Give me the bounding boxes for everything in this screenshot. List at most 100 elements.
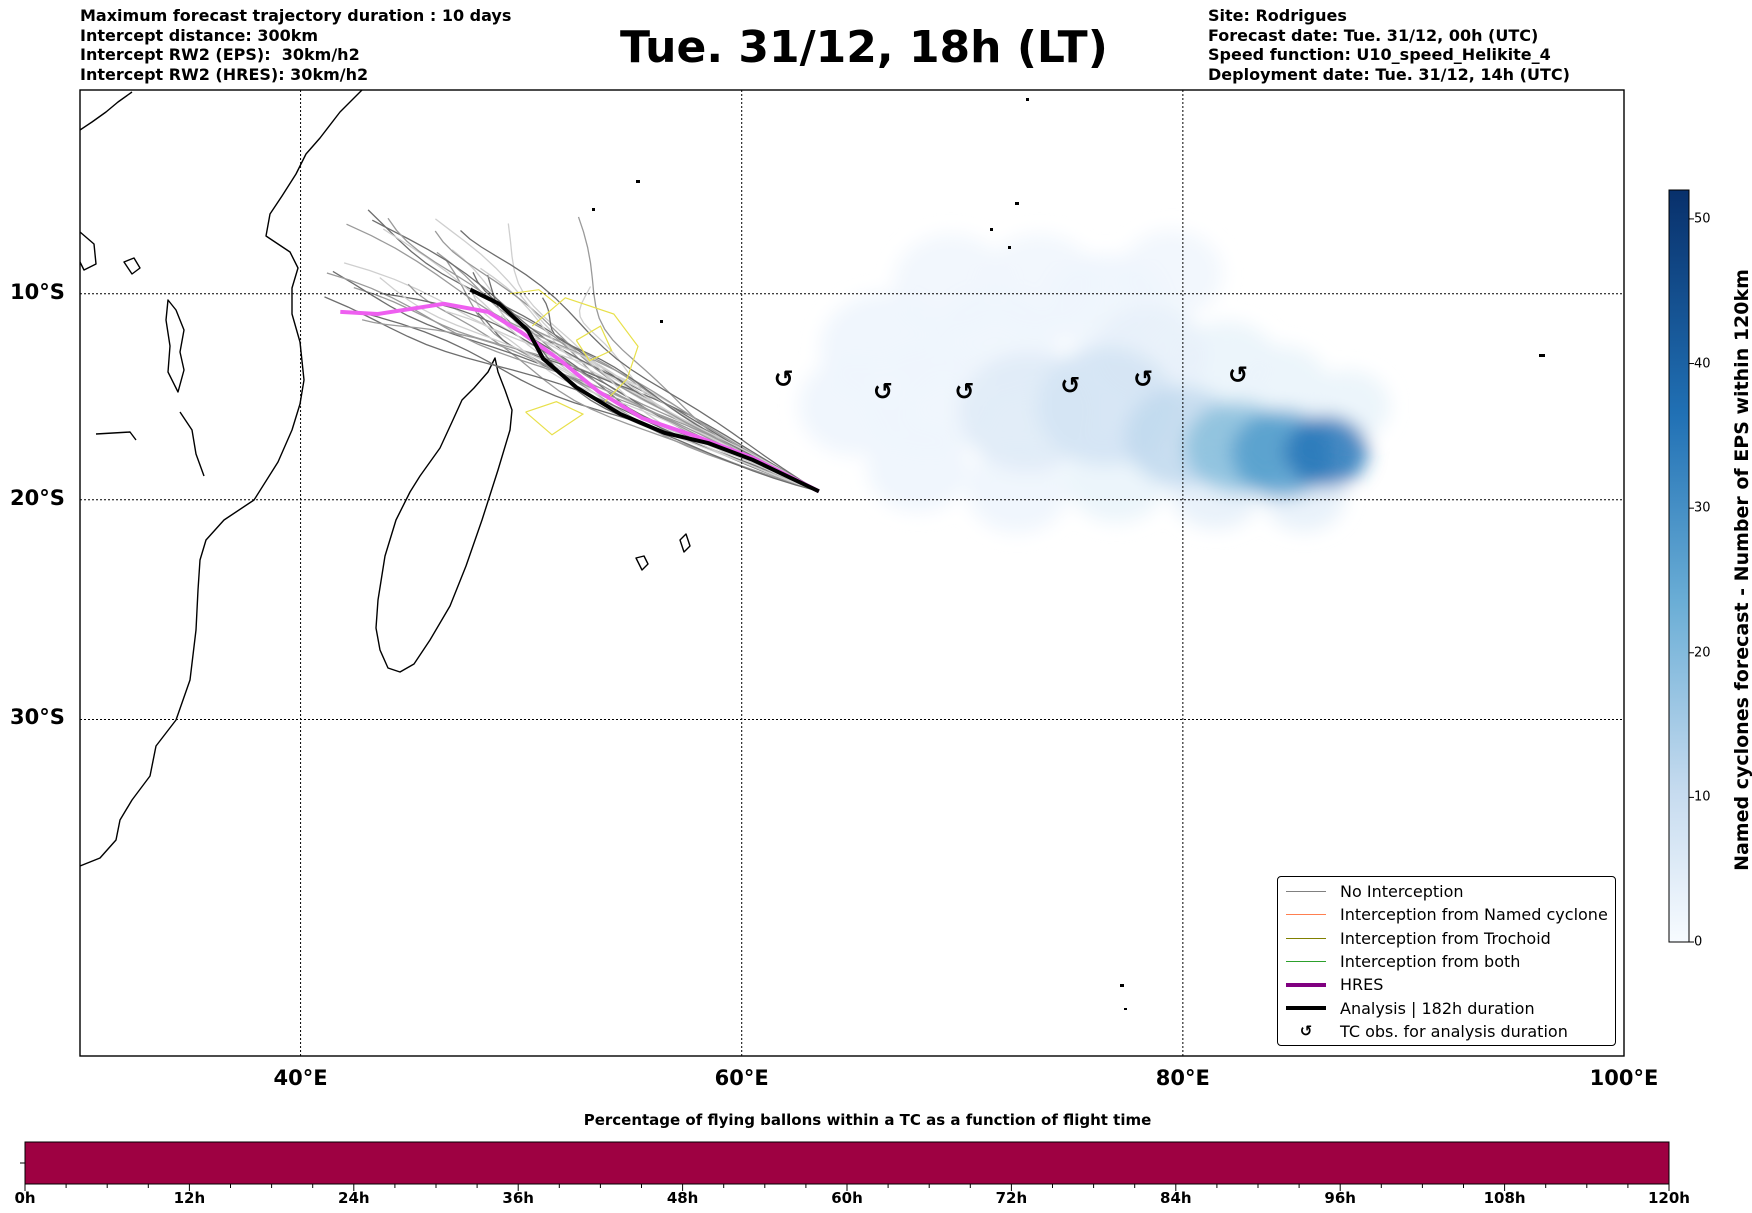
trochoid-trajectory: [531, 297, 639, 403]
red-sea-island: [80, 231, 97, 271]
legend-label: Interception from Trochoid: [1340, 928, 1551, 948]
site-text: Site: Rodrigues: [1208, 6, 1347, 25]
tc-obs-marker: ↺: [1228, 361, 1248, 389]
flight-time-bar: [24, 1141, 1670, 1185]
eps-trajectory: [354, 310, 820, 492]
intercept-distance-text: Intercept distance: 300km: [80, 25, 319, 45]
colorbar-ticks: [1689, 218, 1694, 943]
small-islands: [592, 98, 1545, 1010]
tc-obs-marker: ↺: [954, 377, 974, 405]
eps-trajectory: [507, 223, 820, 492]
flight-bar-title: Percentage of flying ballons within a TC…: [583, 1111, 1152, 1129]
africa-north-coast: [80, 91, 133, 131]
longitude-label: 60°E: [714, 1066, 769, 1090]
legend-item: Interception from both: [1278, 950, 1615, 973]
comoros-island: [123, 257, 141, 275]
legend-item: Interception from Named cyclone: [1278, 903, 1615, 926]
colorbar-gradient: [1668, 189, 1690, 943]
intercept-eps-text: Intercept RW2 (EPS): 30km/h2: [80, 45, 360, 64]
cyclone-density-cell: [1284, 415, 1368, 488]
longitude-label: 40°E: [273, 1066, 328, 1090]
flight-bar-tick-label: 36h: [502, 1189, 534, 1207]
deployment-date-text: Deployment date: Tue. 31/12, 14h (UTC): [1208, 64, 1570, 84]
flight-bar-tick-label: 24h: [338, 1189, 370, 1207]
eps-trajectory: [460, 230, 820, 492]
longitude-label: 100°E: [1589, 1066, 1659, 1090]
cyclone-density-layer: [798, 229, 1390, 533]
eps-trajectory: [541, 297, 820, 492]
tc-obs-marker: ↺: [1133, 365, 1153, 393]
flight-bar-tick-label: 60h: [831, 1189, 863, 1207]
cyclone-density-cell: [867, 424, 970, 512]
coastlines: [80, 90, 691, 867]
tc-obs-marker: ↺: [774, 365, 794, 393]
colorbar-tick-label: 30: [1694, 500, 1711, 516]
analysis-track: [469, 287, 820, 494]
eps-trajectory: [367, 209, 820, 492]
eps-trajectory: [379, 292, 820, 492]
tc-obs-marker: ↺: [873, 377, 893, 405]
legend-line-swatch: [1286, 891, 1326, 893]
eps-trajectory: [435, 218, 820, 492]
max-duration-text: Maximum forecast trajectory duration : 1…: [80, 6, 512, 25]
eps-trajectories: [324, 209, 820, 492]
flight-bar-tick-label: 108h: [1483, 1189, 1526, 1207]
legend-label: Analysis | 182h duration: [1340, 998, 1535, 1018]
legend-item: HRES: [1278, 973, 1615, 996]
pemba-island: [165, 299, 185, 393]
legend-item: Interception from Trochoid: [1278, 927, 1615, 950]
latitude-label: 10°S: [10, 279, 65, 304]
tc-obs-legend-icon: ↺: [1299, 1022, 1313, 1041]
latitude-label: 30°S: [10, 705, 65, 730]
cyclone-density-cell: [1235, 345, 1329, 425]
flight-bar-tick-label: 96h: [1324, 1189, 1356, 1207]
legend-line-swatch: [1286, 1006, 1326, 1011]
trochoid-trajectory: [510, 289, 557, 305]
map-plot-area: ↺ ↺ ↺ ↺ ↺ ↺: [80, 90, 1624, 1056]
flight-bar-tick-label: 0h: [14, 1189, 36, 1207]
header-right: Site: Rodrigues Forecast date: Tue. 31/1…: [1208, 6, 1570, 84]
trochoid-trajectories: [510, 289, 639, 436]
legend-item: Analysis | 182h duration: [1278, 996, 1615, 1019]
colorbar-tick-label: 10: [1694, 789, 1711, 805]
colorbar-tick-label: 40: [1694, 356, 1711, 372]
reunion-island: [679, 533, 691, 553]
intercept-hres-text: Intercept RW2 (HRES): 30km/h2: [80, 64, 369, 84]
map-legend: No Interception Interception from Named c…: [1277, 876, 1616, 1046]
legend-line-swatch: [1286, 961, 1326, 963]
legend-item: No Interception: [1278, 880, 1615, 903]
legend-label: HRES: [1340, 975, 1384, 995]
colorbar-tick-label: 0: [1694, 934, 1703, 950]
madagascar-coast: [375, 357, 513, 673]
flight-time-ticks: [24, 1184, 1670, 1191]
legend-line-swatch: [1286, 937, 1326, 939]
colorbar-title: Named cyclones forecast - Number of EPS …: [1731, 269, 1752, 871]
legend-item: ↺ TC obs. for analysis duration: [1278, 1020, 1615, 1043]
legend-line-swatch: [1286, 982, 1326, 987]
graticule: [80, 90, 1624, 1056]
africa-coast: [80, 90, 363, 867]
legend-label: No Interception: [1340, 882, 1464, 902]
colorbar-tick-label: 20: [1694, 645, 1711, 661]
mauritius-island: [635, 555, 649, 571]
speed-function-text: Speed function: U10_speed_Helikite_4: [1208, 45, 1551, 64]
trochoid-trajectory: [575, 325, 613, 362]
flight-bar-tick-label: 48h: [666, 1189, 699, 1207]
forecast-date-text: Forecast date: Tue. 31/12, 00h (UTC): [1208, 25, 1539, 45]
legend-label: TC obs. for analysis duration: [1340, 1021, 1568, 1041]
page-title: Tue. 31/12, 18h (LT): [620, 22, 1108, 73]
legend-label: Interception from both: [1340, 952, 1521, 972]
flight-bar-tick-label: 84h: [1160, 1189, 1192, 1207]
tc-obs-marker: ↺: [1060, 371, 1080, 399]
somali-coast: [95, 431, 137, 441]
map-frame: [79, 89, 1625, 1057]
tc-observations: ↺ ↺ ↺ ↺ ↺ ↺: [774, 361, 1248, 405]
flight-bar-tick-label: 72h: [995, 1189, 1028, 1207]
latitude-label: 20°S: [10, 485, 65, 510]
longitude-label: 80°E: [1155, 1066, 1210, 1090]
flight-bar-tick-label: 120h: [1648, 1189, 1690, 1207]
legend-line-swatch: [1286, 914, 1326, 916]
header-left: Maximum forecast trajectory duration : 1…: [80, 6, 511, 84]
eps-trajectory: [371, 219, 820, 492]
